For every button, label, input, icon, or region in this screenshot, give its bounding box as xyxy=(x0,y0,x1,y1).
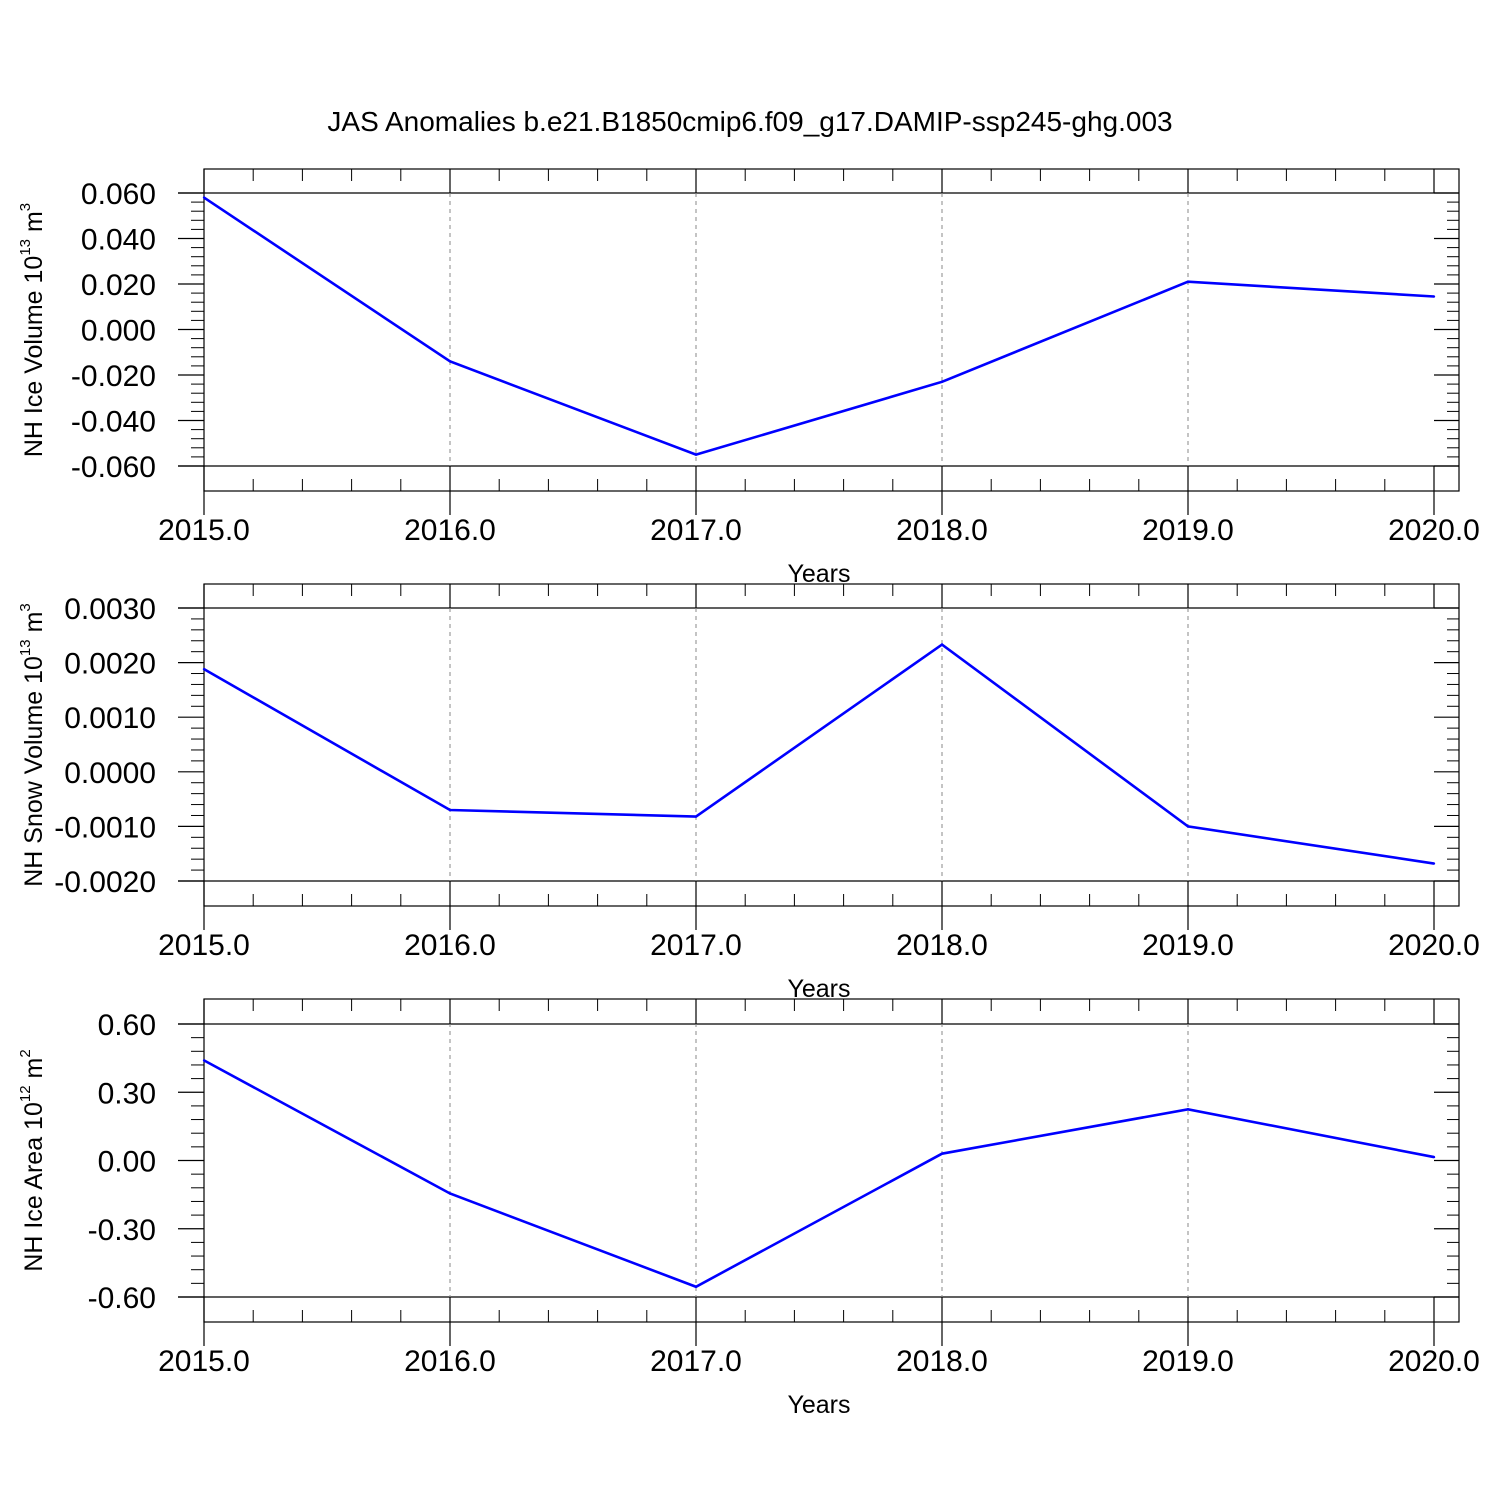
y-tick-label: 0.0030 xyxy=(64,593,156,626)
x-tick-label: 2019.0 xyxy=(1142,1345,1234,1378)
y-tick-label: 0.30 xyxy=(98,1077,156,1110)
data-point xyxy=(202,1059,206,1062)
x-tick-label: 2020.0 xyxy=(1388,1345,1480,1378)
y-tick-label: 0.040 xyxy=(81,224,156,257)
x-tick-label: 2017.0 xyxy=(650,1345,742,1378)
y-tick-label: -0.30 xyxy=(88,1214,156,1247)
x-tick-label: 2016.0 xyxy=(404,1345,496,1378)
data-point xyxy=(694,453,698,456)
y-axis-label: NH Ice Volume 1013 m3 xyxy=(17,203,48,457)
figure-title: JAS Anomalies b.e21.B1850cmip6.f09_g17.D… xyxy=(327,106,1172,137)
x-tick-label: 2017.0 xyxy=(650,929,742,962)
x-axis-label: Years xyxy=(787,560,850,588)
y-tick-label: -0.0020 xyxy=(54,866,156,899)
panel-3: 2015.0 2016.0 2017.0 2018.0 2019.0 2020.0 Year… xyxy=(17,998,1480,1419)
x-tick-label: 2019.0 xyxy=(1142,514,1234,547)
data-point xyxy=(940,1152,944,1155)
x-tick-label: 2018.0 xyxy=(896,514,988,547)
y-tick-label: 0.60 xyxy=(98,1009,156,1042)
data-point xyxy=(940,643,944,646)
y-tick-label: 0.0010 xyxy=(64,702,156,735)
y-tick-label: -0.020 xyxy=(71,360,156,393)
data-point xyxy=(1186,1108,1190,1111)
series-line-1 xyxy=(203,1059,1435,1289)
y-tick-label: -0.040 xyxy=(71,406,156,439)
data-point xyxy=(940,380,944,384)
data-point xyxy=(694,815,698,818)
y-tick-label: 0.020 xyxy=(81,269,156,302)
y-axis-label: NH Snow Volume 1013 m3 xyxy=(17,603,48,887)
x-tick-label: 2015.0 xyxy=(158,514,250,547)
x-tick-label: 2016.0 xyxy=(404,514,496,547)
y-tick-label: 0.000 xyxy=(81,315,156,348)
y-tick-label: -0.0010 xyxy=(54,811,156,844)
x-tick-label: 2015.0 xyxy=(158,1345,250,1378)
plot-frame xyxy=(203,583,1460,907)
panel-1: 2015.0 2016.0 2017.0 2018.0 2019.0 2020.0 Year… xyxy=(17,168,1480,588)
data-point xyxy=(1432,862,1436,865)
data-point xyxy=(1186,825,1190,828)
data-point xyxy=(202,196,206,199)
data-point xyxy=(1186,280,1190,283)
x-tick-label: 2017.0 xyxy=(650,514,742,547)
plot-frame xyxy=(203,168,1460,492)
plot-frame xyxy=(203,998,1460,1323)
x-tick-label: 2018.0 xyxy=(896,929,988,962)
x-tick-label: 2019.0 xyxy=(1142,929,1234,962)
x-tick-label: 2020.0 xyxy=(1388,929,1480,962)
series-line-1 xyxy=(203,196,1435,456)
data-point xyxy=(694,1285,698,1288)
x-tick-label: 2020.0 xyxy=(1388,514,1480,547)
chart-panels: 2015.0 2016.0 2017.0 2018.0 2019.0 2020.0 Year… xyxy=(17,168,1480,1419)
data-point xyxy=(202,667,206,671)
y-axis-label: NH Ice Area 1012 m2 xyxy=(17,1049,48,1271)
x-axis-label: Years xyxy=(787,975,850,1003)
data-point xyxy=(448,360,452,363)
x-axis-label: Years xyxy=(787,1391,850,1419)
y-tick-label: 0.0020 xyxy=(64,648,156,681)
panel-2: 2015.0 2016.0 2017.0 2018.0 2019.0 2020.0 Year… xyxy=(17,583,1480,1003)
data-point xyxy=(448,808,452,812)
data-point xyxy=(1432,295,1436,298)
x-tick-label: 2016.0 xyxy=(404,929,496,962)
data-point xyxy=(1432,1155,1436,1159)
y-tick-label: -0.060 xyxy=(71,451,156,484)
x-tick-label: 2015.0 xyxy=(158,929,250,962)
y-tick-label: 0.0000 xyxy=(64,757,156,790)
y-tick-label: 0.00 xyxy=(98,1146,156,1179)
series-line-1 xyxy=(203,642,1435,865)
x-tick-label: 2018.0 xyxy=(896,1345,988,1378)
y-tick-label: 0.060 xyxy=(81,178,156,211)
data-point xyxy=(448,1192,452,1195)
y-tick-label: -0.60 xyxy=(88,1282,156,1315)
